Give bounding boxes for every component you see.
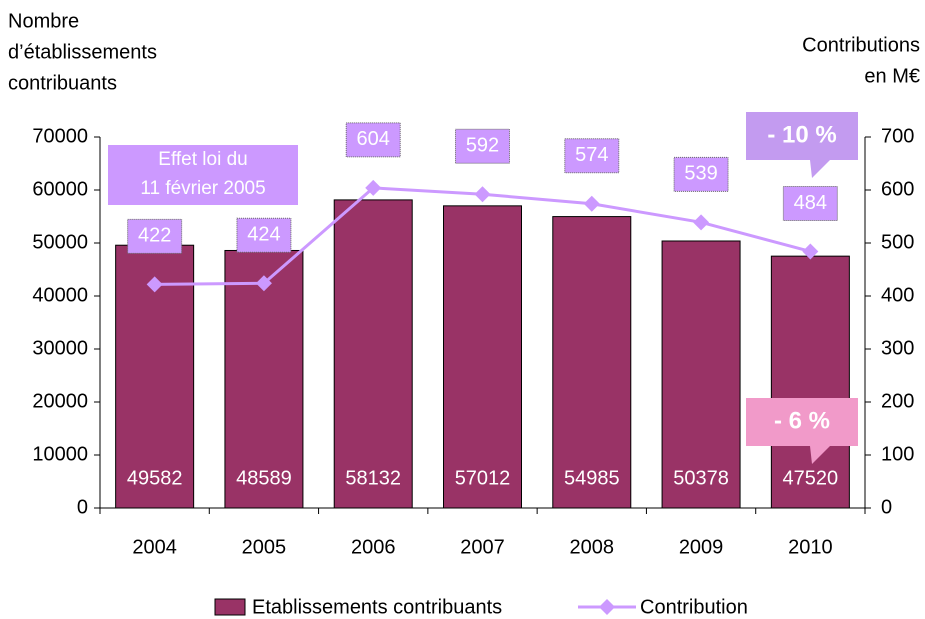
x-tick-label: 2008 (570, 536, 615, 558)
y-tick-label: 0 (77, 496, 88, 518)
legend-swatch (214, 598, 246, 616)
contribution-marker (583, 195, 600, 212)
annotation-text: - 10 % (767, 121, 836, 148)
x-tick-label: 2005 (242, 536, 287, 558)
contribution-marker (146, 276, 163, 293)
legend-label: Contribution (640, 596, 748, 618)
line-value-label: 539 (684, 163, 717, 185)
y-tick-label: 50000 (32, 231, 88, 253)
y2-axis-title: en M€ (864, 65, 920, 87)
contribution-marker (802, 243, 819, 260)
y-tick-label: 40000 (32, 284, 88, 306)
contribution-marker (693, 214, 710, 231)
y-axis-title: d’établissements (8, 41, 157, 63)
y-tick-label: 20000 (32, 390, 88, 412)
y2-tick-label: 700 (881, 125, 914, 147)
line-value-box (455, 128, 510, 164)
annotation-callout (746, 112, 858, 178)
bar (661, 240, 741, 509)
bar (224, 249, 304, 509)
x-tick-label: 2009 (679, 536, 724, 558)
y-tick-label: 30000 (32, 337, 88, 359)
contribution-marker (365, 179, 382, 196)
annotation-callout (746, 398, 858, 464)
line-value-box (564, 138, 620, 174)
line-value-label: 604 (357, 128, 390, 150)
y2-tick-label: 300 (881, 337, 914, 359)
annotation-text: - 6 % (774, 407, 830, 434)
bar-value-label: 48589 (236, 467, 292, 489)
line-value-box (782, 185, 838, 221)
line-value-box (673, 156, 729, 192)
annotation-text: 11 février 2005 (140, 178, 265, 199)
y-tick-label: 60000 (32, 178, 88, 200)
bar-value-label: 54985 (564, 467, 620, 489)
x-tick-label: 2007 (460, 536, 505, 558)
contribution-marker (255, 275, 272, 292)
y2-tick-label: 200 (881, 390, 914, 412)
line-value-box (345, 122, 401, 158)
y2-tick-label: 100 (881, 443, 914, 465)
legend-marker (599, 599, 615, 615)
bar-value-label: 49582 (127, 467, 183, 489)
line-value-label: 574 (575, 144, 608, 166)
y-axis-title: contribuants (8, 72, 117, 94)
y2-tick-label: 400 (881, 284, 914, 306)
y2-tick-label: 500 (881, 231, 914, 253)
annotation-text: Effet loi du (158, 149, 247, 170)
bar-value-label: 50378 (673, 467, 729, 489)
bar-value-label: 47520 (783, 467, 839, 489)
contribution-marker (474, 186, 491, 203)
x-tick-label: 2006 (351, 536, 396, 558)
annotation-box (108, 145, 298, 205)
line-value-label: 592 (466, 135, 499, 157)
bar (333, 199, 413, 509)
legend-label: Etablissements contribuants (252, 596, 502, 618)
line-value-box (236, 217, 292, 253)
y2-tick-label: 0 (881, 496, 892, 518)
bar-value-label: 58132 (345, 467, 401, 489)
y2-tick-label: 600 (881, 178, 914, 200)
bar (552, 216, 632, 509)
y-tick-label: 70000 (32, 125, 88, 147)
bar (443, 205, 522, 509)
x-tick-label: 2010 (788, 536, 833, 558)
bar-value-label: 57012 (455, 467, 511, 489)
line-value-label: 424 (247, 224, 280, 246)
line-value-box (127, 218, 183, 254)
y-axis-title: Nombre (8, 10, 79, 32)
line-value-label: 422 (138, 225, 171, 247)
y2-axis-title: Contributions (802, 34, 920, 56)
line-value-label: 484 (794, 192, 827, 214)
x-tick-label: 2004 (132, 536, 177, 558)
y-tick-label: 10000 (32, 443, 88, 465)
